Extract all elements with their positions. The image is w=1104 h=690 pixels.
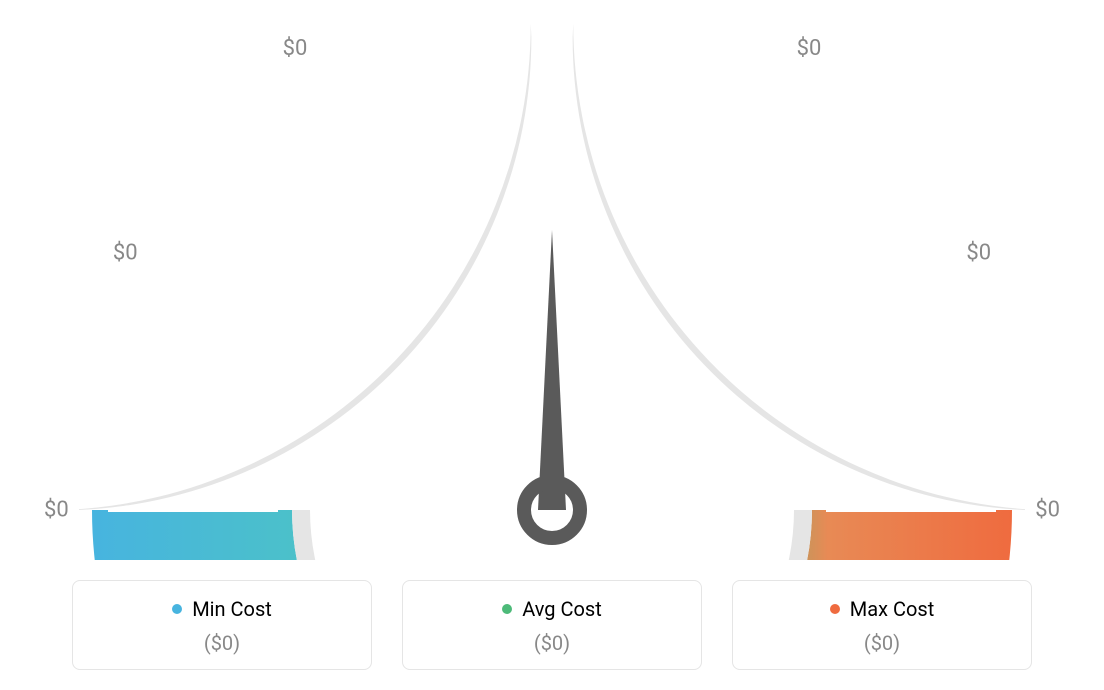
legend-max-value: ($0) <box>743 631 1021 655</box>
legend-avg-value: ($0) <box>413 631 691 655</box>
gauge-tick-label: $0 <box>113 241 138 266</box>
gauge-tick-label: $0 <box>797 36 822 61</box>
legend-avg-cost: Avg Cost ($0) <box>402 580 702 670</box>
gauge-tick-label: $0 <box>283 36 308 61</box>
legend-min-value: ($0) <box>83 631 361 655</box>
dot-icon <box>502 604 512 614</box>
legend-row: Min Cost ($0) Avg Cost ($0) Max Cost ($0… <box>0 580 1104 670</box>
gauge-tick-label: $0 <box>1035 498 1060 523</box>
gauge-chart: $0$0$0$0$0$0$0 <box>0 0 1104 560</box>
dot-icon <box>172 604 182 614</box>
legend-min-label: Min Cost <box>192 597 272 621</box>
gauge-tick-label: $0 <box>44 498 69 523</box>
gauge-tick-label: $0 <box>966 241 991 266</box>
legend-avg-label: Avg Cost <box>522 597 602 621</box>
dot-icon <box>830 604 840 614</box>
legend-min-cost: Min Cost ($0) <box>72 580 372 670</box>
legend-max-label: Max Cost <box>850 597 935 621</box>
legend-max-cost: Max Cost ($0) <box>732 580 1032 670</box>
gauge-svg <box>0 0 1104 560</box>
